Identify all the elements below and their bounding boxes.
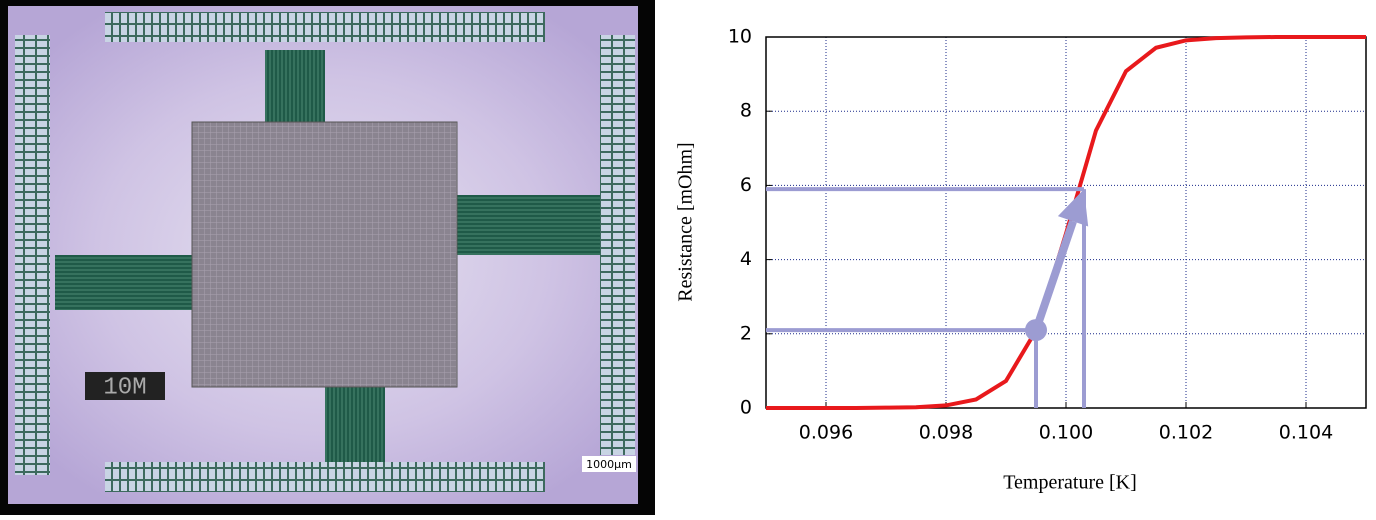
x-tick-label: 0.102 xyxy=(1159,422,1213,444)
y-tick-label: 8 xyxy=(740,100,752,122)
bond-pads xyxy=(105,12,545,42)
y-tick-label: 10 xyxy=(728,26,752,48)
y-axis-label: Resistance [mOhm] xyxy=(675,142,697,301)
plot-frame xyxy=(765,36,1367,409)
connector xyxy=(265,50,325,130)
x-tick-label: 0.100 xyxy=(1039,422,1093,444)
connector xyxy=(325,385,385,465)
scale-label: 1000µm xyxy=(586,458,632,471)
connector xyxy=(55,255,195,310)
y-tick-label: 0 xyxy=(740,397,752,419)
detector-array xyxy=(191,121,458,388)
x-tick-label: 0.096 xyxy=(799,422,853,444)
chip-label: 10M xyxy=(103,374,146,401)
marker-dot xyxy=(1025,319,1047,342)
bond-pads xyxy=(15,35,50,475)
x-tick-label: 0.098 xyxy=(919,422,973,444)
x-axis-label: Temperature [K] xyxy=(1003,472,1137,494)
scale-box xyxy=(582,456,636,472)
arrow-head xyxy=(1057,189,1089,227)
label-box xyxy=(85,372,165,400)
arrow-shaft xyxy=(1032,220,1077,332)
bond-pads xyxy=(105,462,545,492)
x-tick-label: 0.104 xyxy=(1279,422,1333,444)
connector xyxy=(455,195,600,255)
y-tick-label: 4 xyxy=(740,248,752,270)
y-tick-label: 2 xyxy=(740,322,752,344)
bond-pads xyxy=(600,35,635,455)
micrograph: 10M 1000µm xyxy=(0,0,655,515)
y-tick-label: 6 xyxy=(740,174,752,196)
